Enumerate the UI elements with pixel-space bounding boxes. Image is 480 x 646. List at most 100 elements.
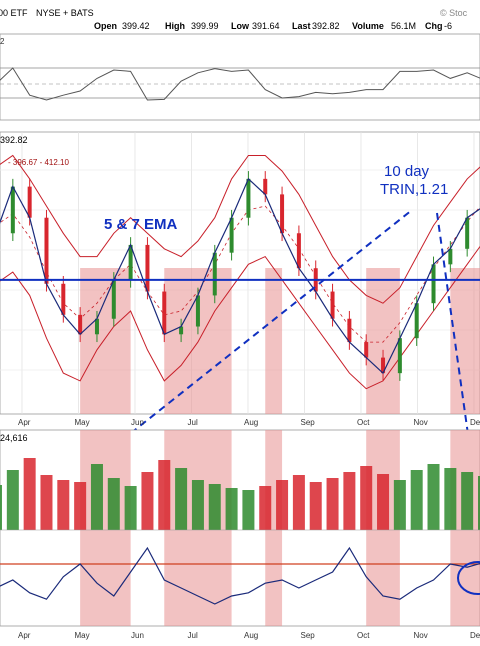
month-tick-label: Nov xyxy=(414,418,428,427)
price-candle xyxy=(94,318,99,335)
price-candle xyxy=(296,233,301,269)
price-candle xyxy=(27,186,32,218)
month-tick-label: Oct xyxy=(357,418,370,427)
volume-bar xyxy=(23,458,36,530)
price-candle xyxy=(44,217,49,284)
price-candle xyxy=(381,357,386,374)
volume-bar xyxy=(90,464,103,530)
volume-bar xyxy=(360,466,373,530)
volume-bar xyxy=(410,470,423,530)
volume-bar xyxy=(444,468,457,530)
volume-bar xyxy=(393,480,406,530)
volume-value: 56.1M xyxy=(391,21,416,31)
volume-bar xyxy=(74,482,87,530)
rsi-frame xyxy=(0,33,480,121)
volume-label: 24,616 xyxy=(0,433,28,443)
volume-bar xyxy=(377,474,390,530)
price-candle xyxy=(263,178,268,195)
price-candle xyxy=(179,326,184,335)
last-price-tag: 392.82 xyxy=(0,135,28,145)
month-tick-label: May xyxy=(75,418,90,427)
volume-bar xyxy=(276,480,289,530)
shaded-region xyxy=(366,268,400,414)
month-tick-label: De xyxy=(470,631,480,640)
month-tick-label: May xyxy=(75,631,90,640)
volume-bar xyxy=(191,480,204,530)
high-value: 399.99 xyxy=(191,21,219,31)
volume-bar xyxy=(175,468,188,530)
volume-bar xyxy=(427,464,440,530)
volume-bar xyxy=(158,460,171,530)
stockcharts-logo: © Stoc xyxy=(440,8,468,18)
price-candle xyxy=(347,318,352,343)
volume-bar xyxy=(242,490,255,530)
trin-annotation-line1: 10 day xyxy=(384,163,430,180)
price-candle xyxy=(61,283,66,315)
bollinger-middle-line xyxy=(0,205,480,343)
volume-bar xyxy=(124,486,137,530)
volume-trin-panel: 24,616 Apr May Jun Jul Aug Sep Oct Nov De xyxy=(0,429,480,640)
price-candle xyxy=(465,217,470,249)
trin-annotation-line2: TRIN,1.21 xyxy=(380,181,448,198)
volume-bar xyxy=(141,472,154,530)
volume-bar xyxy=(461,472,474,530)
bollinger-lower-line xyxy=(0,245,480,390)
month-tick-label: Jun xyxy=(131,631,144,640)
price-candle xyxy=(364,342,369,358)
price-candle xyxy=(246,178,251,218)
price-panel: 392.82 - 396.67 - 412.10 5 & 7 EMA 10 da… xyxy=(0,131,480,539)
last-label: Last xyxy=(292,21,311,31)
low-label: Low xyxy=(231,21,250,31)
price-candle xyxy=(280,194,285,234)
open-label: Open xyxy=(94,21,117,31)
price-series-layer xyxy=(0,154,480,390)
price-candle xyxy=(431,264,436,304)
rsi-panel: 2 xyxy=(0,33,480,121)
price-candle xyxy=(212,252,217,296)
price-line xyxy=(0,177,480,375)
ema-annotation: 5 & 7 EMA xyxy=(104,216,178,233)
volume-bar xyxy=(292,475,305,530)
price-candle xyxy=(195,295,200,327)
price-candle xyxy=(145,244,150,292)
trin-polyline xyxy=(0,546,480,605)
volume-bar xyxy=(57,480,70,530)
month-tick-label: Jun xyxy=(131,418,144,427)
month-tick-label: De xyxy=(470,418,480,427)
shaded-region xyxy=(450,268,480,414)
price-candle xyxy=(448,248,453,265)
x-axis-months-bottom: Apr May Jun Jul Aug Sep Oct Nov De xyxy=(18,631,480,640)
shaded-region xyxy=(265,268,283,414)
price-candle xyxy=(78,314,83,335)
month-tick-label: Aug xyxy=(244,631,258,640)
volume-bar xyxy=(309,482,322,530)
price-candle xyxy=(414,303,419,339)
rsi-oscillator-line xyxy=(0,67,480,101)
bollinger-legend: - 396.67 - 412.10 xyxy=(8,158,69,167)
volume-label: Volume xyxy=(352,21,384,31)
price-candle xyxy=(128,244,133,280)
price-candle xyxy=(10,186,15,234)
month-tick-label: Sep xyxy=(301,418,316,427)
price-candle xyxy=(397,338,402,374)
month-tick-label: Oct xyxy=(357,631,370,640)
volume-bars xyxy=(0,458,480,530)
chg-label: Chg xyxy=(425,21,443,31)
rsi-polyline xyxy=(0,67,480,101)
volume-bar xyxy=(225,488,238,530)
month-tick-label: Jul xyxy=(188,418,198,427)
volume-bar xyxy=(6,470,19,530)
shaded-regions xyxy=(80,268,480,414)
month-tick-label: Jul xyxy=(188,631,198,640)
trin-highlight-circle xyxy=(457,561,480,595)
volume-bar xyxy=(0,485,2,530)
month-tick-label: Sep xyxy=(301,631,316,640)
price-candle xyxy=(330,291,335,319)
chg-value: -6 xyxy=(444,21,452,31)
exchange-label: NYSE + BATS xyxy=(36,8,94,18)
volume-bar xyxy=(107,478,120,530)
high-label: High xyxy=(165,21,185,31)
lower-frame xyxy=(0,429,480,627)
volume-bar xyxy=(326,478,339,530)
